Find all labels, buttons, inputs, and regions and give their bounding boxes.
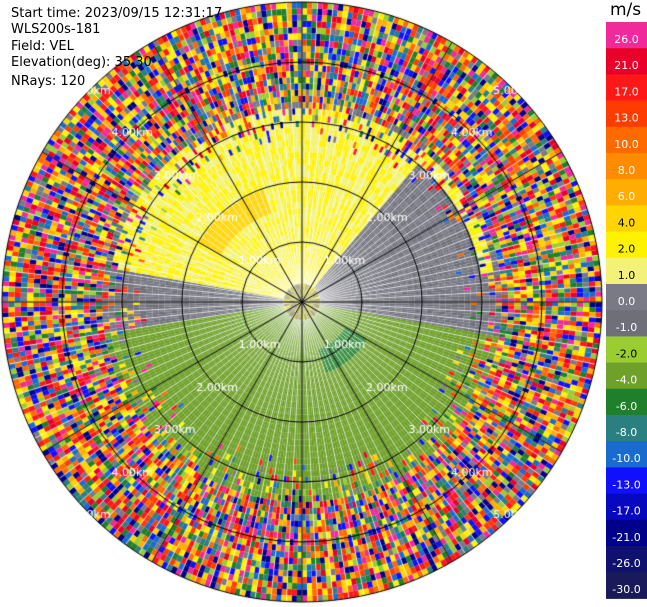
colorbar-tick-label: 4.0	[618, 216, 636, 229]
colorbar-tick-label: -4.0	[616, 374, 637, 387]
colorbar-swatch	[606, 388, 647, 416]
colorbar-swatch	[606, 441, 647, 468]
colorbar-swatch	[606, 362, 647, 390]
colorbar-tick-label: -8.0	[616, 426, 637, 439]
colorbar-swatch	[606, 493, 647, 521]
colorbar-tick-label: -30.0	[612, 583, 640, 596]
colorbar-tick-label: 10.0	[614, 138, 639, 151]
colorbar-swatch	[606, 257, 647, 285]
colorbar-tick-label: 1.0	[618, 269, 636, 282]
colorbar-swatch	[606, 310, 647, 337]
colorbar-tick-label: 6.0	[618, 190, 636, 203]
colorbar-swatch	[606, 179, 647, 206]
colorbar-tick-label: -10.0	[612, 452, 640, 465]
colorbar-tick-label: 21.0	[614, 59, 639, 72]
colorbar-swatch	[606, 415, 647, 442]
colorbar-tick-label: 0.0	[618, 295, 636, 308]
colorbar-tick-label: -2.0	[616, 347, 637, 360]
colorbar-swatch	[606, 48, 647, 75]
colorbar-tick-label: 17.0	[614, 85, 639, 98]
colorbar-swatch	[606, 205, 647, 233]
station-label: WLS200s-181	[11, 22, 101, 38]
colorbar-tick-label: -26.0	[612, 557, 640, 570]
elevation-label: Elevation(deg): 35.30	[11, 54, 152, 70]
radar-ppi-plot	[0, 0, 605, 607]
colorbar-tick-label: 26.0	[614, 33, 639, 46]
nrays-label: NRays: 120	[11, 74, 86, 90]
colorbar-tick-label: -6.0	[616, 400, 637, 413]
colorbar-swatch	[606, 546, 647, 573]
colorbar-unit-label: m/s	[610, 0, 642, 20]
colorbar-swatch	[606, 519, 647, 547]
colorbar-tick-label: -13.0	[612, 478, 640, 491]
colorbar-swatch	[606, 22, 647, 49]
start-time-label: Start time: 2023/09/15 12:31:17	[11, 6, 223, 21]
colorbar: 26.0 21.0 17.0 13.0 10.0 8.0 6.0 4.0 2.0 1.0 0.0 -1…	[606, 22, 647, 599]
plot-metadata: Start time: 2023/09/15 12:31:17 WLS200s-…	[11, 6, 222, 90]
colorbar-swatch	[606, 284, 647, 311]
colorbar-tick-label: 8.0	[618, 164, 636, 177]
colorbar-tick-label: -17.0	[612, 505, 640, 518]
field-label: Field: VEL	[11, 38, 74, 54]
colorbar-swatch	[606, 153, 647, 180]
colorbar-swatch	[606, 126, 647, 154]
colorbar-swatch	[606, 74, 647, 102]
colorbar-swatch	[606, 336, 647, 364]
colorbar-swatch	[606, 231, 647, 259]
colorbar-tick-label: 13.0	[614, 112, 639, 125]
colorbar-swatch	[606, 467, 647, 495]
colorbar-tick-label: -1.0	[616, 321, 637, 334]
colorbar-tick-label: -21.0	[612, 531, 640, 544]
colorbar-swatch	[606, 572, 647, 599]
colorbar-swatch	[606, 100, 647, 128]
colorbar-tick-label: 2.0	[618, 243, 636, 256]
